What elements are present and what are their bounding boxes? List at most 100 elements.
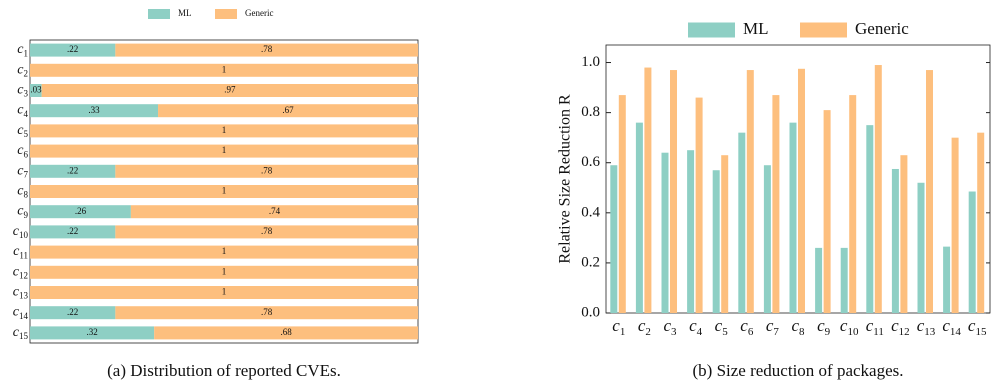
category-label: c9 bbox=[817, 316, 831, 338]
bar-segment bbox=[30, 205, 131, 219]
category-label: c11 bbox=[866, 316, 884, 338]
bar-segment bbox=[30, 124, 418, 138]
category-label: c10 bbox=[13, 224, 29, 240]
value-label: .74 bbox=[269, 206, 281, 216]
bar bbox=[763, 165, 771, 313]
bar bbox=[823, 110, 831, 314]
category-label: c5 bbox=[715, 316, 729, 338]
caption: (b) Size reduction of packages. bbox=[693, 361, 904, 380]
category-label: c2 bbox=[638, 316, 651, 338]
bar-segment bbox=[30, 84, 42, 97]
bar bbox=[900, 155, 908, 313]
bar bbox=[874, 65, 882, 313]
category-label: c5 bbox=[17, 123, 28, 139]
value-label: .03 bbox=[30, 85, 42, 95]
bar bbox=[840, 247, 848, 313]
bar-segment bbox=[115, 43, 419, 57]
bar-segment bbox=[115, 225, 419, 239]
legend-label: ML bbox=[743, 19, 769, 38]
bar-segment bbox=[30, 63, 418, 77]
bar bbox=[618, 95, 626, 313]
category-label: c15 bbox=[968, 316, 987, 338]
bar bbox=[738, 132, 746, 313]
legend-label: Generic bbox=[245, 8, 273, 18]
category-label: c6 bbox=[740, 316, 754, 338]
bar bbox=[746, 70, 754, 314]
category-label: c14 bbox=[942, 316, 961, 338]
legend-label: Generic bbox=[855, 19, 909, 38]
bar bbox=[891, 168, 899, 313]
value-label: 1 bbox=[222, 186, 227, 196]
value-label: 1 bbox=[222, 145, 227, 155]
category-label: c8 bbox=[791, 316, 805, 338]
value-label: .68 bbox=[280, 327, 292, 337]
y-axis-label: Relative Size Reduction R bbox=[557, 94, 574, 264]
bar bbox=[866, 125, 874, 313]
bar-segment bbox=[30, 164, 116, 178]
category-label: c4 bbox=[17, 103, 28, 119]
bar bbox=[798, 68, 805, 313]
bar-segment bbox=[115, 306, 419, 320]
bar-segment bbox=[154, 326, 418, 340]
value-label: .22 bbox=[67, 307, 78, 317]
value-label: .78 bbox=[261, 44, 273, 54]
category-label: c2 bbox=[17, 63, 28, 79]
bar-segment bbox=[41, 84, 418, 97]
category-label: c12 bbox=[13, 265, 28, 281]
bar-segment bbox=[130, 205, 418, 219]
bar bbox=[968, 191, 976, 313]
y-tick-label: 1.0 bbox=[581, 54, 600, 70]
category-label: c3 bbox=[663, 316, 677, 338]
bar bbox=[917, 182, 925, 313]
value-label: 1 bbox=[222, 266, 227, 276]
bar-segment bbox=[30, 225, 116, 239]
bar bbox=[721, 155, 729, 313]
bar bbox=[712, 170, 720, 313]
category-label: c1 bbox=[17, 42, 28, 58]
category-label: c6 bbox=[17, 143, 28, 159]
legend-swatch bbox=[148, 9, 170, 19]
value-label: .97 bbox=[224, 85, 236, 95]
bar-segment bbox=[30, 265, 418, 279]
bar-segment bbox=[30, 326, 155, 340]
category-label: c12 bbox=[891, 316, 910, 338]
category-label: c3 bbox=[17, 83, 28, 99]
category-label: c14 bbox=[13, 305, 29, 321]
category-label: c10 bbox=[840, 316, 859, 338]
bar bbox=[815, 247, 823, 313]
y-tick-label: 0.0 bbox=[581, 304, 600, 320]
bar bbox=[849, 95, 857, 313]
legend-swatch bbox=[215, 9, 237, 19]
category-label: c7 bbox=[766, 316, 780, 338]
y-tick-label: 0.4 bbox=[581, 204, 600, 220]
bar bbox=[644, 67, 652, 313]
category-label: c9 bbox=[17, 204, 28, 220]
value-label: .26 bbox=[75, 206, 87, 216]
value-label: 1 bbox=[222, 64, 227, 74]
value-label: .78 bbox=[261, 226, 273, 236]
bar bbox=[977, 132, 985, 313]
value-label: .22 bbox=[67, 165, 78, 175]
bar-segment bbox=[30, 144, 418, 158]
legend-label: ML bbox=[178, 8, 192, 18]
bar-segment bbox=[30, 104, 159, 118]
bar-segment bbox=[30, 245, 418, 259]
bar-segment bbox=[30, 306, 116, 320]
bar-segment bbox=[30, 43, 116, 57]
legend-swatch bbox=[800, 22, 847, 38]
value-label: 1 bbox=[222, 125, 227, 135]
category-label: c4 bbox=[689, 316, 703, 338]
bar bbox=[687, 150, 695, 313]
value-label: .22 bbox=[67, 226, 78, 236]
bar bbox=[610, 165, 618, 313]
legend-swatch bbox=[688, 22, 735, 38]
value-label: 1 bbox=[222, 246, 227, 256]
bar-segment bbox=[115, 164, 419, 178]
bar bbox=[951, 137, 959, 313]
bar-segment bbox=[30, 185, 418, 198]
value-label: .32 bbox=[86, 327, 97, 337]
category-label: c7 bbox=[17, 164, 28, 180]
category-label: c13 bbox=[917, 316, 936, 338]
bar bbox=[661, 152, 669, 313]
y-tick-label: 0.2 bbox=[581, 254, 600, 270]
